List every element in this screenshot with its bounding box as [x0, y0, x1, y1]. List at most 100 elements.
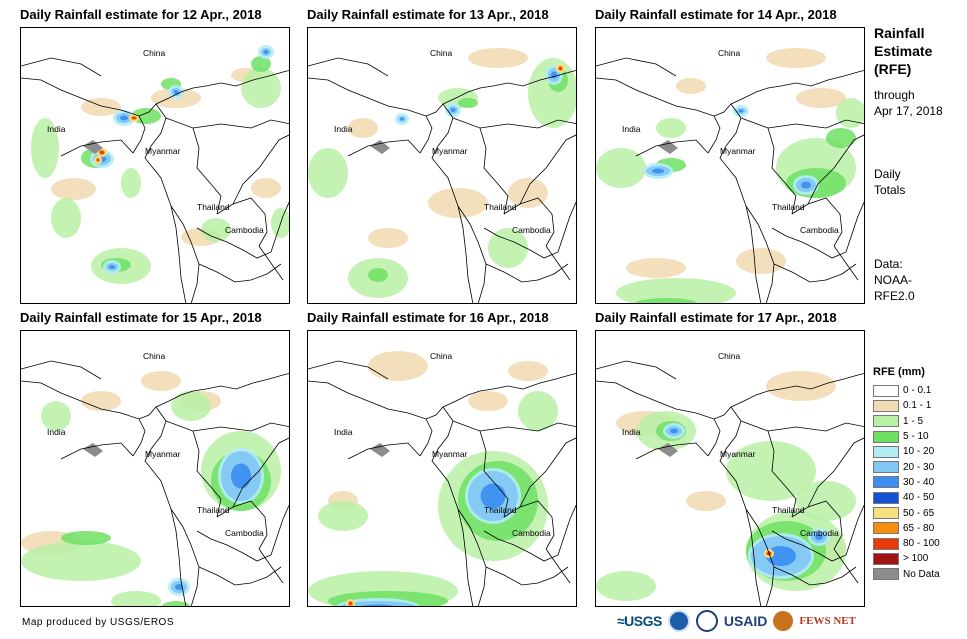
label-india: India	[47, 124, 66, 134]
legend-swatch	[873, 384, 899, 397]
map-canvas: China India Myanmar Thailand Cambodia	[21, 351, 289, 606]
label-thailand: Thailand	[772, 202, 805, 212]
label-india: India	[622, 427, 641, 437]
label-india: India	[622, 124, 641, 134]
fews-net-seal-icon	[773, 611, 794, 631]
legend-item: 20 - 30	[873, 459, 961, 474]
label-india: India	[47, 427, 66, 437]
legend-label: 0 - 0.1	[903, 385, 932, 397]
panel-title: Daily Rainfall estimate for 15 Apr., 201…	[20, 310, 262, 325]
map-canvas: China India Myanmar Thailand Cambodia	[308, 48, 576, 303]
legend-swatch	[873, 507, 899, 520]
legend-label: > 100	[903, 553, 929, 565]
legend-item: 80 - 100	[873, 536, 961, 551]
rainfall-map: China India Myanmar Thailand Cambodia	[20, 330, 290, 607]
label-cambodia: Cambodia	[512, 528, 551, 538]
map-series-title: Rainfall Estimate (RFE)	[874, 25, 933, 77]
legend-label: 20 - 30	[903, 461, 935, 473]
label-china: China	[718, 351, 740, 361]
legend-item: 5 - 10	[873, 429, 961, 444]
legend-swatch	[873, 552, 899, 565]
legend-item: > 100	[873, 551, 961, 566]
label-china: China	[430, 48, 452, 58]
label-thailand: Thailand	[484, 505, 517, 515]
legend-item: No Data	[873, 567, 961, 582]
rainfall-map: China India Myanmar Thailand Cambodia	[595, 27, 865, 304]
label-myanmar: Myanmar	[720, 146, 756, 156]
legend-swatch	[873, 445, 899, 458]
legend-swatch	[873, 476, 899, 489]
usaid-logo: USAID	[723, 613, 768, 629]
legend-swatch	[873, 491, 899, 504]
rainfall-map: China India Myanmar Thailand Cambodia	[595, 330, 865, 607]
usaid-seal-icon	[695, 610, 718, 632]
panel-title: Daily Rainfall estimate for 17 Apr., 201…	[595, 310, 837, 325]
label-myanmar: Myanmar	[145, 146, 181, 156]
legend-label: 65 - 80	[903, 522, 935, 534]
legend-swatch	[873, 461, 899, 474]
legend-item: 50 - 65	[873, 505, 961, 520]
panel-title: Daily Rainfall estimate for 14 Apr., 201…	[595, 7, 837, 22]
legend-item: 65 - 80	[873, 521, 961, 536]
label-cambodia: Cambodia	[225, 225, 264, 235]
legend-swatch	[873, 568, 899, 581]
label-cambodia: Cambodia	[225, 528, 264, 538]
legend-swatch	[873, 522, 899, 535]
legend-swatch	[873, 537, 899, 550]
label-cambodia: Cambodia	[800, 528, 839, 538]
label-thailand: Thailand	[484, 202, 517, 212]
label-china: China	[143, 48, 165, 58]
legend-label: 80 - 100	[903, 538, 940, 550]
legend-swatch	[873, 399, 899, 412]
legend-item: 30 - 40	[873, 475, 961, 490]
map-canvas: China India Myanmar Thailand Cambodia	[596, 351, 864, 606]
noaa-logo-icon	[667, 610, 690, 632]
rainfall-map: China India Myanmar Thailand Cambodia	[307, 27, 577, 304]
data-source-note: Data: NOAA- RFE2.0	[874, 257, 915, 303]
rainfall-map: China India Myanmar Thailand Cambodia	[307, 330, 577, 607]
map-canvas: China India Myanmar Thailand Cambodia	[596, 48, 864, 303]
label-china: China	[430, 351, 452, 361]
panel-title: Daily Rainfall estimate for 13 Apr., 201…	[307, 7, 549, 22]
map-canvas: China India Myanmar Thailand Cambodia	[21, 45, 289, 303]
through-date: through Apr 17, 2018	[874, 88, 943, 118]
legend-label: 30 - 40	[903, 476, 935, 488]
legend-label: 5 - 10	[903, 431, 929, 443]
label-cambodia: Cambodia	[512, 225, 551, 235]
legend-label: No Data	[903, 568, 940, 580]
legend-label: 1 - 5	[903, 415, 924, 427]
daily-totals-note: Daily Totals	[874, 167, 906, 197]
legend-label: 10 - 20	[903, 446, 935, 458]
legend-title: RFE (mm)	[873, 366, 925, 378]
label-myanmar: Myanmar	[720, 449, 756, 459]
fews-net-logo: FEWS NET	[799, 615, 856, 627]
legend-item: 0.1 - 1	[873, 398, 961, 413]
rfe-legend: RFE (mm) 0 - 0.1 0.1 - 1 1 - 5 5 - 10 10 - 2…	[873, 366, 961, 582]
legend-label: 0.1 - 1	[903, 400, 932, 412]
panel-title: Daily Rainfall estimate for 16 Apr., 201…	[307, 310, 549, 325]
usgs-logo: ≈USGS	[617, 613, 662, 629]
label-cambodia: Cambodia	[800, 225, 839, 235]
label-thailand: Thailand	[197, 202, 230, 212]
label-myanmar: Myanmar	[432, 449, 468, 459]
legend-item: 0 - 0.1	[873, 383, 961, 398]
label-myanmar: Myanmar	[145, 449, 181, 459]
legend-item: 40 - 50	[873, 490, 961, 505]
panel-title: Daily Rainfall estimate for 12 Apr., 201…	[20, 7, 262, 22]
label-thailand: Thailand	[197, 505, 230, 515]
legend-item: 1 - 5	[873, 414, 961, 429]
legend-label: 40 - 50	[903, 492, 935, 504]
map-credit: Map produced by USGS/EROS	[22, 617, 175, 628]
label-india: India	[334, 427, 353, 437]
label-india: India	[334, 124, 353, 134]
label-myanmar: Myanmar	[432, 146, 468, 156]
rainfall-map: China India Myanmar Thailand Cambodia	[20, 27, 290, 304]
label-china: China	[143, 351, 165, 361]
map-canvas: China India Myanmar Thailand Cambodia	[308, 351, 576, 606]
legend-swatch	[873, 415, 899, 428]
legend-swatch	[873, 430, 899, 443]
legend-label: 50 - 65	[903, 507, 935, 519]
partner-logos: ≈USGS USAID FEWS NET	[617, 608, 856, 634]
label-china: China	[718, 48, 740, 58]
label-thailand: Thailand	[772, 505, 805, 515]
